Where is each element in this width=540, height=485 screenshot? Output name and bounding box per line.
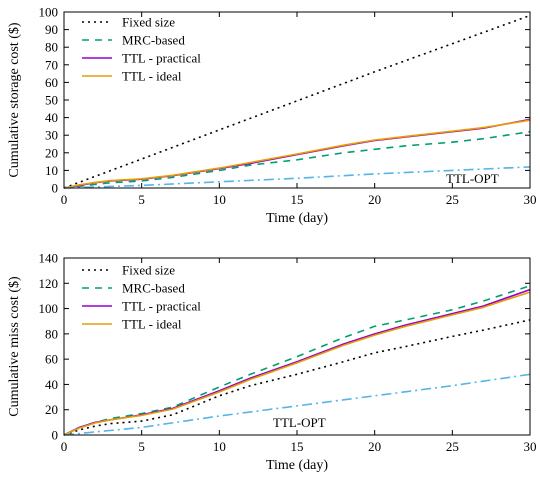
x-tick-label: 10	[213, 192, 226, 207]
series-line-mrc-based	[63, 285, 531, 436]
y-tick-label: 20	[45, 145, 58, 160]
legend: Fixed size MRC-based TTL - practical TTL - …	[82, 263, 201, 332]
x-tick-label: 0	[61, 439, 68, 454]
x-tick-label: 25	[446, 192, 459, 207]
y-tick-label: 140	[39, 251, 59, 266]
series-line-fixed-size	[63, 319, 531, 436]
y-tick-label: 40	[45, 110, 58, 125]
y-tick-label: 90	[45, 22, 58, 37]
x-tick-label: 10	[213, 439, 226, 454]
series-line-ttl-opt	[63, 166, 531, 189]
legend-entry-label: TTL - ideal	[122, 69, 182, 84]
legend-entry-label: Fixed size	[122, 263, 175, 278]
y-tick-label: 80	[45, 40, 58, 55]
legend: Fixed size MRC-based TTL - practical TTL - …	[82, 15, 201, 84]
y-axis-label: Cumulative miss cost ($)	[7, 276, 22, 417]
x-tick-label: 5	[138, 192, 145, 207]
annotation-label: TTL-OPT	[273, 415, 326, 430]
chart-panel-2: 0 5 10 15 20 25 30 0 20 40 60 80 100 120 140 Time (day)…	[7, 251, 537, 474]
y-tick-label: 50	[45, 93, 58, 108]
legend-entry-label: MRC-based	[122, 281, 185, 296]
y-tick-label: 100	[39, 5, 59, 20]
y-tick-label: 0	[52, 428, 59, 443]
series-line-mrc-based	[63, 130, 531, 189]
series-line-ttl-ideal	[63, 291, 531, 436]
x-tick-label: 30	[524, 439, 537, 454]
x-tick-label: 5	[138, 439, 145, 454]
x-axis-label: Time (day)	[266, 458, 328, 473]
legend-entry-label: TTL - practical	[122, 299, 201, 314]
y-tick-label: 80	[45, 326, 58, 341]
y-tick-label: 10	[45, 163, 58, 178]
y-tick-label: 30	[45, 128, 58, 143]
y-tick-label: 70	[45, 57, 58, 72]
y-tick-label: 60	[45, 352, 58, 367]
y-tick-label: 0	[52, 181, 59, 196]
x-tick-label: 0	[61, 192, 68, 207]
x-tick-label: 15	[291, 192, 304, 207]
legend-entry-label: MRC-based	[122, 33, 185, 48]
legend-entry-label: TTL - practical	[122, 51, 201, 66]
x-tick-label: 20	[368, 439, 381, 454]
series-line-ttl-opt	[63, 373, 531, 436]
series-line-fixed-size	[63, 14, 531, 189]
legend-entry-label: Fixed size	[122, 15, 175, 30]
x-tick-label: 15	[291, 439, 304, 454]
x-tick-label: 25	[446, 439, 459, 454]
x-tick-label: 30	[524, 192, 537, 207]
x-axis-label: Time (day)	[266, 211, 328, 226]
y-tick-label: 120	[39, 276, 59, 291]
y-tick-label: 100	[39, 301, 59, 316]
annotation-label: TTL-OPT	[446, 171, 499, 186]
y-tick-label: 20	[45, 402, 58, 417]
series-line-ttl-ideal	[63, 119, 531, 189]
legend-entry-label: TTL - ideal	[122, 317, 182, 332]
y-tick-label: 60	[45, 75, 58, 90]
y-axis-label: Cumulative storage cost ($)	[7, 22, 22, 177]
x-tick-label: 20	[368, 192, 381, 207]
y-tick-label: 40	[45, 377, 58, 392]
